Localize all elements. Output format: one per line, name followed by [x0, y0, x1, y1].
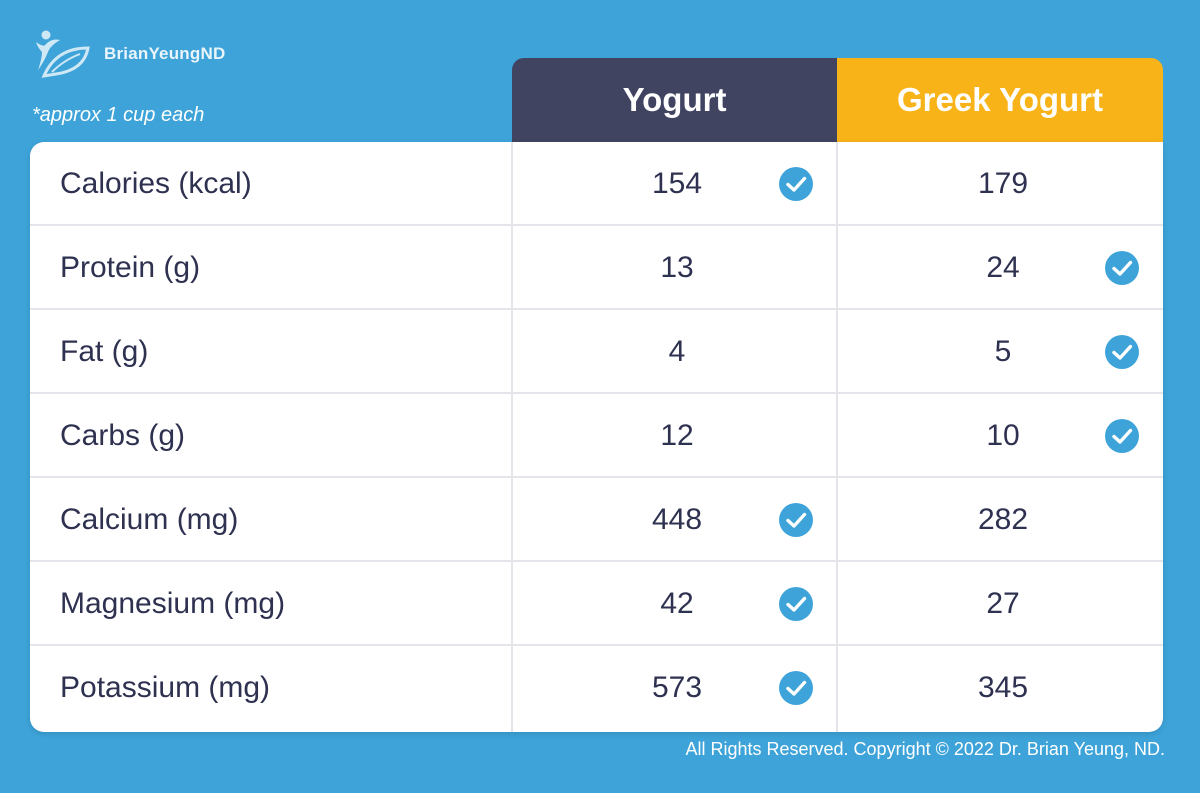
- nutrient-label: Protein (g): [60, 251, 201, 284]
- row-divider: [30, 308, 1163, 310]
- table-row: Magnesium (mg) 42 27: [30, 562, 1163, 646]
- greek-yogurt-value: 282: [977, 503, 1029, 536]
- nutrient-label: Carbs (g): [60, 419, 186, 452]
- check-icon: [1105, 335, 1139, 369]
- row-divider: [30, 392, 1163, 394]
- yogurt-value: 4: [668, 335, 686, 368]
- column-divider: [511, 142, 513, 732]
- table-row: Calcium (mg) 448 282: [30, 478, 1163, 562]
- nutrient-label: Calories (kcal): [60, 167, 252, 200]
- row-divider: [30, 560, 1163, 562]
- check-icon: [779, 587, 813, 621]
- greek-yogurt-value: 179: [977, 167, 1029, 200]
- row-divider: [30, 476, 1163, 478]
- nutrient-label: Fat (g): [60, 335, 149, 368]
- nutrient-label: Calcium (mg): [60, 503, 239, 536]
- table-row: Calories (kcal) 154 179: [30, 142, 1163, 226]
- column-header-greek-yogurt: Greek Yogurt: [837, 58, 1163, 142]
- column-header-yogurt: Yogurt: [512, 58, 837, 142]
- table-row: Potassium (mg) 573 345: [30, 646, 1163, 730]
- serving-note: *approx 1 cup each: [32, 104, 205, 126]
- greek-yogurt-value: 345: [977, 671, 1029, 704]
- yogurt-value: 42: [660, 587, 694, 620]
- brand-name: BrianYeungND: [104, 44, 226, 63]
- table-row: Protein (g) 13 24: [30, 226, 1163, 310]
- row-divider: [30, 644, 1163, 646]
- nutrient-label: Potassium (mg): [60, 671, 271, 704]
- yogurt-value: 448: [651, 503, 703, 536]
- check-icon: [1105, 251, 1139, 285]
- copyright-footer: All Rights Reserved. Copyright © 2022 Dr…: [685, 739, 1165, 759]
- nutrient-label: Magnesium (mg): [60, 587, 286, 620]
- greek-yogurt-value: 5: [994, 335, 1012, 368]
- greek-yogurt-value: 27: [986, 587, 1020, 620]
- column-divider: [836, 142, 838, 732]
- greek-yogurt-value: 24: [986, 251, 1020, 284]
- check-icon: [1105, 419, 1139, 453]
- comparison-table: Calories (kcal) 154 179 Protein (g) 13 24 Fat …: [30, 142, 1163, 732]
- table-row: Fat (g) 4 5: [30, 310, 1163, 394]
- brand-logo: BrianYeungND: [30, 26, 225, 82]
- yogurt-value: 12: [660, 419, 694, 452]
- yogurt-value: 13: [660, 251, 694, 284]
- yogurt-value: 573: [651, 671, 703, 704]
- check-icon: [779, 503, 813, 537]
- row-divider: [30, 224, 1163, 226]
- check-icon: [779, 167, 813, 201]
- leaf-person-icon: [36, 30, 90, 78]
- check-icon: [779, 671, 813, 705]
- greek-yogurt-value: 10: [986, 419, 1020, 452]
- table-row: Carbs (g) 12 10: [30, 394, 1163, 478]
- yogurt-value: 154: [651, 167, 703, 200]
